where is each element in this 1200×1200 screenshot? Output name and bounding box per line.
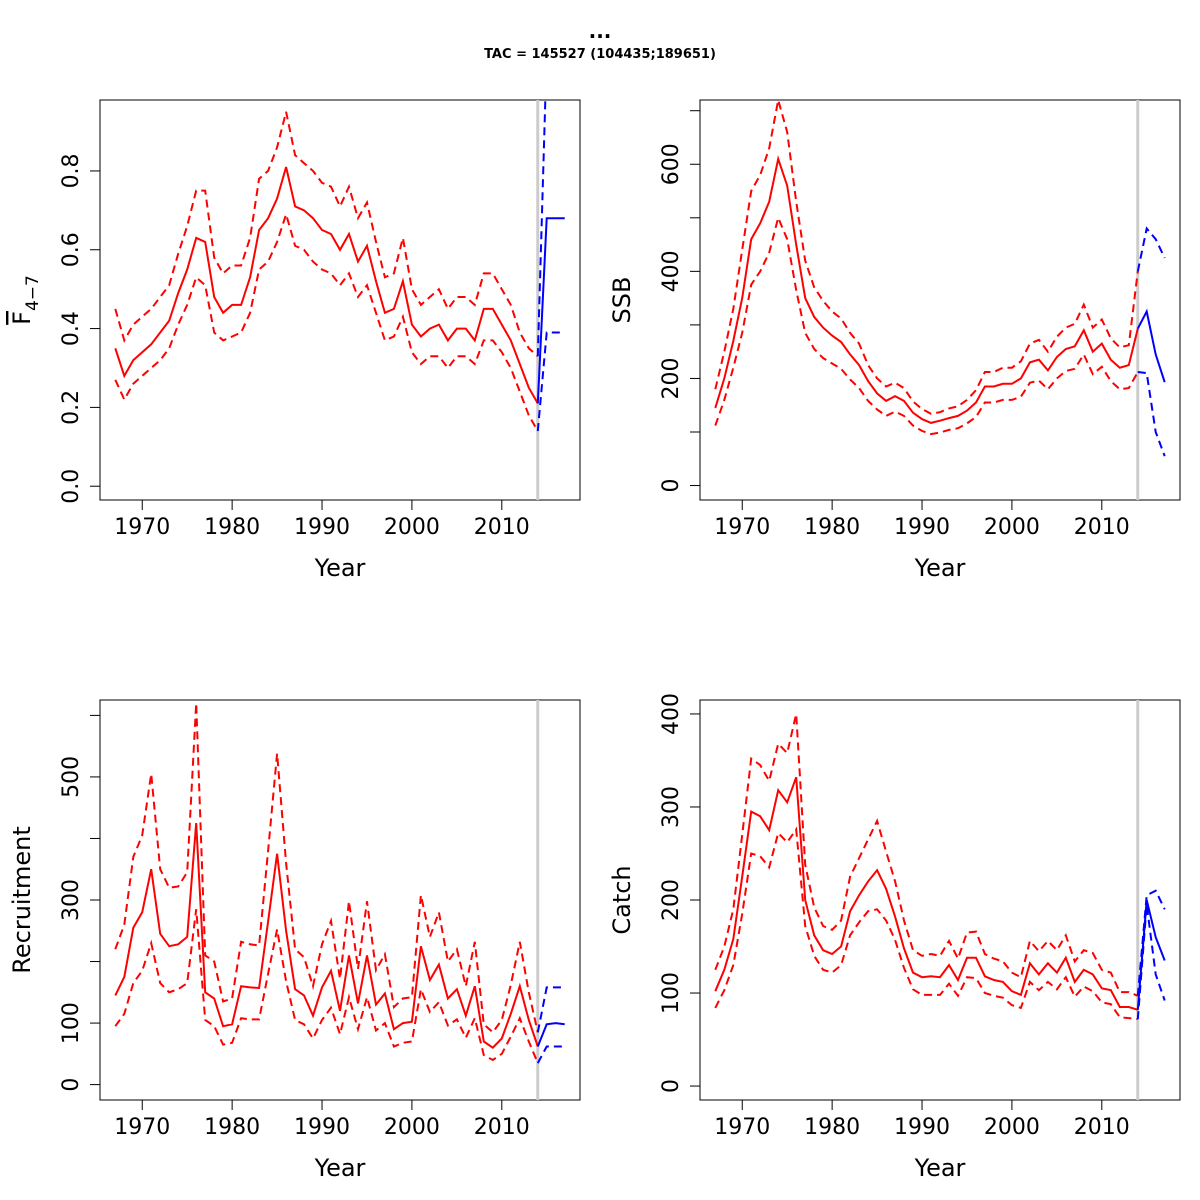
forecast-lower-ci-line	[536, 331, 565, 432]
y-axis-title-main: F	[8, 311, 36, 325]
x-tick-label: 1970	[114, 515, 170, 540]
plot-box	[99, 99, 581, 501]
y-tick-label: 0.4	[59, 311, 84, 346]
series-group	[114, 703, 565, 1064]
assessment-upper-ci-line	[114, 703, 539, 1034]
assessment-median-line	[714, 155, 1139, 424]
x-tick-label: 2010	[474, 515, 530, 540]
x-tick-label: 1970	[714, 1115, 770, 1140]
x-tick-label: 2010	[1074, 1115, 1130, 1140]
x-tick-label: 1970	[714, 515, 770, 540]
x-tick-label: 1990	[894, 1115, 950, 1140]
x-tick-label: 2010	[474, 1115, 530, 1140]
x-tick-label: 2000	[384, 1115, 440, 1140]
assessment-lower-ci-line	[114, 909, 539, 1064]
y-tick-label: 500	[59, 756, 84, 798]
y-tick-label: 0	[59, 1078, 84, 1092]
series-group	[714, 713, 1166, 1021]
series-group	[714, 100, 1166, 457]
x-tick-label: 1980	[204, 1115, 260, 1140]
forecast-median-line	[1136, 899, 1166, 1010]
y-axis-title: SSB	[608, 277, 636, 324]
assessment-lower-ci-line	[714, 826, 1138, 1021]
y-tick-label: 0.6	[59, 232, 84, 267]
panel-ssb: 1970 1980 1990 2000 2010 0 200 400 600 Year SSB	[608, 99, 1181, 582]
assessment-lower-ci-line	[714, 214, 1139, 436]
forecast-upper-ci-line	[1136, 889, 1166, 996]
assessment-lower-ci-line	[114, 210, 539, 432]
x-tick-label: 2010	[1074, 515, 1130, 540]
forecast-median-line	[1136, 308, 1166, 383]
plot-box	[699, 99, 1181, 501]
figure-subtitle: TAC = 145527 (104435;189651)	[484, 47, 716, 62]
panel-recruitment: 1970 1980 1990 2000 2010 0 100 300 500 Year Recrui…	[8, 699, 581, 1182]
assessment-median-line	[114, 166, 539, 404]
figure-title: ...	[588, 19, 612, 43]
assessment-upper-ci-line	[714, 100, 1139, 415]
x-axis-title: Year	[314, 1154, 366, 1182]
y-tick-label: 0	[659, 479, 684, 493]
assessment-median-line	[714, 776, 1139, 1011]
forecast-lower-ci-line	[1137, 371, 1166, 457]
y-tick-label: 0.0	[59, 469, 84, 504]
x-axis-title: Year	[314, 554, 366, 582]
x-tick-label: 2000	[984, 1115, 1040, 1140]
y-tick-label: 100	[659, 972, 684, 1014]
y-tick-label: 300	[659, 786, 684, 828]
x-tick-label: 1990	[294, 515, 350, 540]
panel-fbar: 1970 1980 1990 2000 2010 0.0 0.2 0.4 0.6 0.8 Year F…	[8, 99, 581, 582]
x-tick-label: 2000	[984, 515, 1040, 540]
y-tick-label: 300	[59, 879, 84, 921]
forecast-upper-ci-line	[536, 986, 565, 1033]
y-axis-title: Catch	[608, 865, 636, 934]
x-tick-label: 1990	[894, 515, 950, 540]
x-tick-label: 1980	[204, 515, 260, 540]
assessment-median-line	[114, 823, 539, 1050]
forecast-median-line	[536, 1022, 565, 1047]
y-axis-title: F4−7	[8, 275, 43, 325]
y-tick-label: 0	[659, 1079, 684, 1093]
y-tick-label: 0.8	[59, 153, 84, 188]
x-axis-title: Year	[914, 1154, 966, 1182]
y-tick-label: 0.2	[59, 390, 84, 425]
y-tick-label: 200	[659, 879, 684, 921]
series-group	[114, 100, 565, 432]
y-tick-label: 200	[659, 357, 684, 399]
y-tick-label: 400	[659, 250, 684, 292]
forecast-lower-ci-line	[536, 1045, 565, 1064]
x-axis-title: Year	[914, 554, 966, 582]
y-tick-label: 600	[659, 143, 684, 185]
forecast-median-line	[536, 217, 565, 404]
assessment-upper-ci-line	[714, 713, 1139, 997]
assessment-upper-ci-line	[114, 111, 539, 357]
x-tick-label: 2000	[384, 515, 440, 540]
y-tick-label: 100	[59, 1002, 84, 1044]
x-tick-label: 1980	[804, 1115, 860, 1140]
panel-catch: 1970 1980 1990 2000 2010 0 100 200 300 400 Year Cat…	[608, 693, 1181, 1182]
x-tick-label: 1970	[114, 1115, 170, 1140]
y-axis-title: Recruitment	[8, 826, 36, 973]
plot-box	[699, 699, 1181, 1101]
y-axis-title-subscript: 4−7	[23, 275, 43, 311]
x-tick-label: 1980	[804, 515, 860, 540]
forecast-upper-ci-line	[1136, 226, 1166, 272]
y-tick-label: 400	[659, 693, 684, 735]
x-tick-label: 1990	[294, 1115, 350, 1140]
